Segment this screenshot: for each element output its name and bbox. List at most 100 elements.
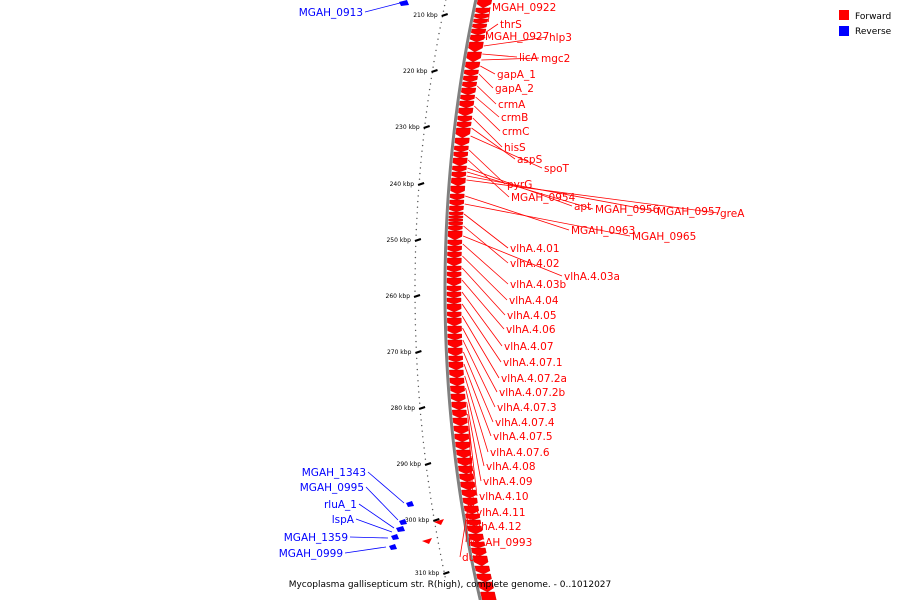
minor-tick (444, 5, 445, 6)
forward-gene-block (457, 122, 472, 128)
forward-leader-line (464, 214, 508, 248)
legend-reverse-swatch (839, 26, 849, 36)
forward-gene-label: vlhA.4.04 (509, 295, 559, 307)
minor-tick (423, 139, 424, 140)
forward-gene-label: vlhA.4.08 (486, 461, 536, 473)
major-tick (431, 70, 437, 72)
forward-leader-line (462, 280, 504, 329)
forward-gene-block (460, 95, 475, 101)
tick-label: 300 kbp (405, 517, 430, 524)
forward-gene-block (458, 116, 472, 122)
major-tick (418, 183, 424, 185)
minor-tick (414, 274, 415, 275)
forward-gene-block (458, 108, 473, 116)
major-tick (442, 14, 448, 16)
forward-gene-block (456, 450, 471, 458)
minor-tick (440, 554, 441, 555)
minor-tick (427, 475, 428, 476)
forward-gene-block (453, 418, 468, 426)
forward-gene-label: MGAH_0965 (632, 231, 696, 243)
forward-leader-line (479, 74, 493, 88)
minor-tick (444, 576, 445, 577)
minor-tick (432, 67, 433, 68)
legend-forward-swatch (839, 10, 849, 20)
forward-gene-block (447, 258, 461, 266)
forward-gene-block (465, 62, 480, 70)
forward-gene-block (474, 14, 489, 19)
minor-tick (438, 33, 439, 34)
major-tick (415, 239, 421, 241)
forward-gene-block (448, 334, 462, 340)
forward-gene-label: apt (574, 201, 591, 213)
minor-tick (438, 543, 439, 544)
minor-tick (415, 341, 416, 342)
minor-tick (423, 447, 424, 448)
minor-tick (429, 487, 430, 488)
minor-tick (414, 291, 415, 292)
minor-tick (415, 246, 416, 247)
forward-gene-label: vlhA.4.07.2a (501, 373, 567, 385)
forward-leader-line (474, 106, 500, 131)
reverse-leader-line (350, 537, 388, 538)
minor-tick (414, 302, 415, 303)
minor-tick (445, 0, 446, 1)
reverse-gene-label: lspA (332, 514, 355, 526)
minor-tick (420, 419, 421, 420)
minor-tick (417, 212, 418, 213)
forward-gene-label: vlhA.4.07.4 (495, 417, 555, 429)
minor-tick (435, 526, 436, 527)
forward-gene-block (452, 402, 466, 410)
minor-tick (442, 565, 443, 566)
forward-gene-block (456, 128, 471, 138)
forward-gene-label: vlhA.4.07.2b (499, 387, 566, 399)
minor-tick (415, 257, 416, 258)
minor-tick (417, 201, 418, 202)
legend: Forward Reverse (839, 10, 892, 37)
forward-gene-block (447, 292, 461, 298)
forward-gene-block (447, 278, 461, 286)
minor-tick (417, 375, 418, 376)
forward-gene-label: vlhA.4.07.1 (503, 357, 563, 369)
forward-gene-label: vlhA.4.01 (510, 243, 560, 255)
forward-leader-line (463, 236, 562, 276)
forward-gene-block (449, 362, 463, 370)
minor-tick (428, 95, 429, 96)
minor-tick (423, 442, 424, 443)
forward-gene-label: vlhA.4.03b (510, 279, 567, 291)
forward-gene-block (450, 378, 464, 386)
minor-tick (426, 111, 427, 112)
forward-gene-block (454, 152, 468, 158)
minor-tick (432, 509, 433, 510)
minor-tick (422, 431, 423, 432)
minor-tick (436, 531, 437, 532)
minor-tick (441, 22, 442, 23)
minor-tick (418, 386, 419, 387)
forward-gene-block (459, 101, 474, 108)
forward-leader-line (462, 256, 507, 300)
forward-gene-block (464, 70, 479, 76)
minor-ticks (414, 0, 446, 578)
minor-tick (420, 162, 421, 163)
minor-tick (415, 268, 416, 269)
minor-tick (427, 100, 428, 101)
reverse-gene-block (406, 501, 414, 507)
minor-tick (430, 83, 431, 84)
forward-gene-block (448, 246, 462, 252)
forward-gene-label: vlhA.4.05 (507, 310, 557, 322)
major-ticks: 210 kbp 220 kbp 230 kbp 240 kbp 250 kbp 260 k… (386, 12, 450, 577)
minor-tick (424, 123, 425, 124)
minor-tick (421, 156, 422, 157)
forward-gene-block (453, 158, 467, 166)
forward-gene-block (448, 348, 462, 356)
forward-gene-block (471, 29, 486, 35)
forward-gene-label: mgc2 (541, 53, 570, 65)
forward-gene-block (448, 231, 462, 240)
forward-gene-block (467, 52, 482, 62)
minor-tick (431, 78, 432, 79)
forward-gene-block (447, 312, 461, 318)
forward-leader-line (466, 180, 718, 213)
forward-gene-block (447, 298, 461, 304)
forward-gene-block (451, 178, 465, 186)
minor-tick (419, 397, 420, 398)
